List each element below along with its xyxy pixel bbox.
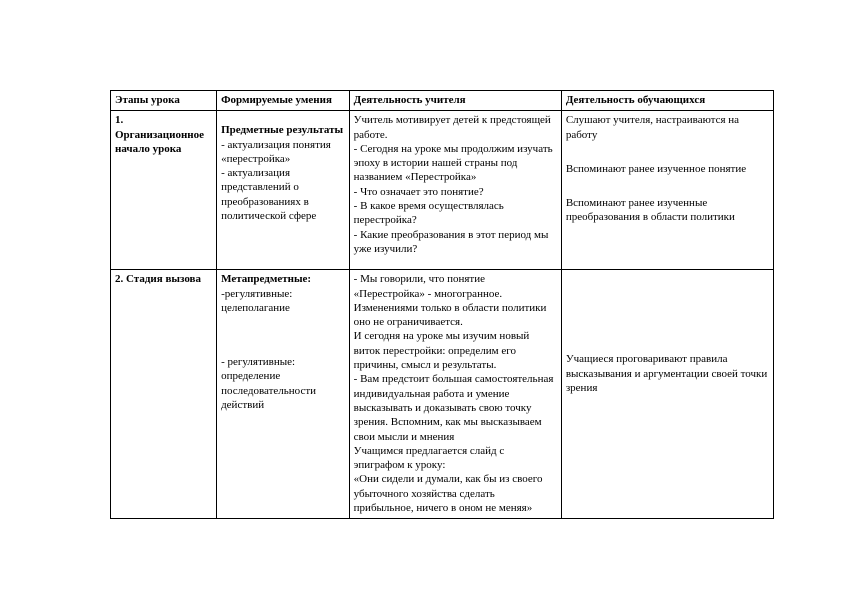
teacher-line: «Они сидели и думали, как бы из своего у… xyxy=(354,473,543,514)
cell-teacher-1: Учитель мотивирует детей к предстоящей р… xyxy=(349,111,561,270)
skills-item: - регулятивные: определение последовател… xyxy=(221,356,316,411)
teacher-line: - Что означает это понятие? xyxy=(354,186,484,198)
teacher-line: - Какие преобразования в этот период мы … xyxy=(354,229,549,255)
header-stage: Этапы урока xyxy=(111,91,217,111)
student-line: Слушают учителя, настраиваются на работу xyxy=(566,114,739,140)
teacher-line: - Сегодня на уроке мы продолжим изучать … xyxy=(354,143,553,184)
teacher-line: И сегодня на уроке мы изучим новый виток… xyxy=(354,330,530,371)
cell-student-2: Учащиеся проговаривают правила высказыва… xyxy=(561,270,773,519)
teacher-line: - Вам предстоит большая самостоятельная … xyxy=(354,373,554,442)
cell-stage-2: 2. Стадия вызова xyxy=(111,270,217,519)
cell-skills-2: Метапредметные: -регулятивные: целеполаг… xyxy=(217,270,350,519)
cell-student-1: Слушают учителя, настраиваются на работу… xyxy=(561,111,773,270)
skills-item: - актуализация понятия «перестройка» xyxy=(221,139,331,165)
teacher-line: - Мы говорили, что понятие «Перестройка»… xyxy=(354,273,547,328)
lesson-table: Этапы урока Формируемые умения Деятельно… xyxy=(110,90,774,519)
skills-heading: Метапредметные: xyxy=(221,273,311,285)
document-page: Этапы урока Формируемые умения Деятельно… xyxy=(0,0,842,559)
stage-title: Организационное начало урока xyxy=(115,129,204,155)
teacher-line: - В какое время осуществлялась перестрой… xyxy=(354,200,504,226)
table-row: 2. Стадия вызова Метапредметные: -регуля… xyxy=(111,270,774,519)
cell-stage-1: 1. Организационное начало урока xyxy=(111,111,217,270)
skills-heading: Предметные результаты xyxy=(221,124,343,136)
cell-teacher-2: - Мы говорили, что понятие «Перестройка»… xyxy=(349,270,561,519)
student-line: Вспоминают ранее изученное понятие xyxy=(566,163,746,175)
cell-skills-1: Предметные результаты - актуализация пон… xyxy=(217,111,350,270)
skills-item: - актуализация представлений о преобразо… xyxy=(221,167,316,222)
header-row: Этапы урока Формируемые умения Деятельно… xyxy=(111,91,774,111)
table-row: 1. Организационное начало урока Предметн… xyxy=(111,111,774,270)
stage-number: 1. xyxy=(115,114,123,126)
header-teacher: Деятельность учителя xyxy=(349,91,561,111)
student-line: Учащиеся проговаривают правила высказыва… xyxy=(566,353,767,394)
student-line: Вспоминают ранее изученные преобразовани… xyxy=(566,197,735,223)
teacher-line: Учитель мотивирует детей к предстоящей р… xyxy=(354,114,551,140)
header-skills: Формируемые умения xyxy=(217,91,350,111)
stage-title: 2. Стадия вызова xyxy=(115,273,201,285)
header-student: Деятельность обучающихся xyxy=(561,91,773,111)
teacher-line: Учащимся предлагается слайд с эпиграфом … xyxy=(354,445,505,471)
skills-item: -регулятивные: целеполагание xyxy=(221,288,292,314)
